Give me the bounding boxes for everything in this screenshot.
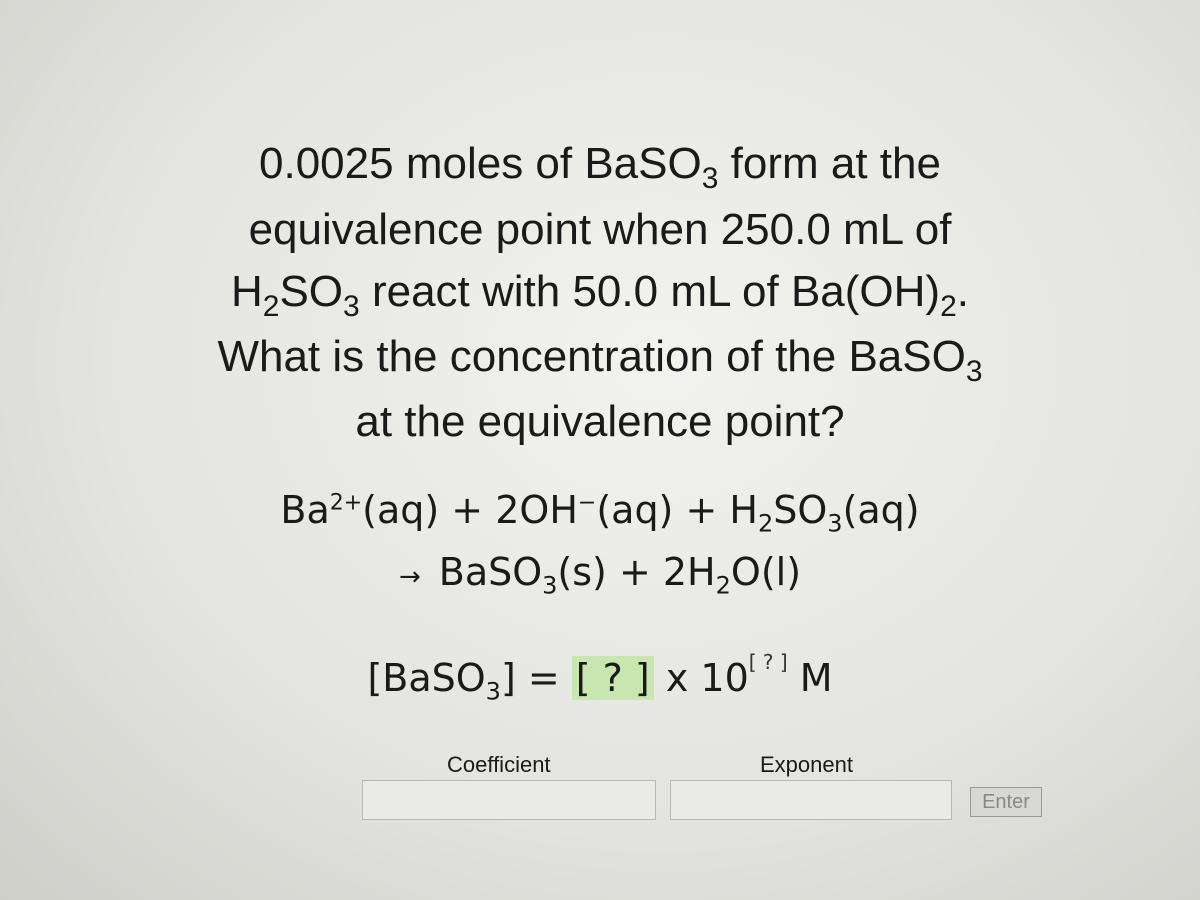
text: H xyxy=(230,267,263,316)
exponent-label: Exponent xyxy=(760,752,853,777)
question-line: equivalence point when 250.0 mL of xyxy=(0,208,1200,252)
text: (aq) + H xyxy=(596,488,758,532)
text: M xyxy=(787,656,833,700)
exponent-slot: [ ? ] xyxy=(748,650,788,674)
subscript: 3 xyxy=(542,571,558,600)
text: (aq) xyxy=(842,488,920,532)
text: . xyxy=(956,267,969,316)
text: equivalence point when 250.0 mL of xyxy=(248,205,952,254)
answer-line: [BaSO3] = [ ? ] x 10[ ? ] M xyxy=(0,650,1200,706)
text: [BaSO xyxy=(367,656,486,700)
subscript: 2 xyxy=(715,571,731,600)
question-line: H2SO3 react with 50.0 mL of Ba(OH)2. xyxy=(0,267,1200,322)
subscript: 2 xyxy=(262,290,280,323)
equation-line: Ba2+(aq) + 2OH−(aq) + H2SO3(aq) xyxy=(0,488,1200,538)
text: react with 50.0 mL of Ba(OH) xyxy=(359,267,941,316)
question-line: What is the concentration of the BaSO3 xyxy=(0,332,1200,387)
subscript: 3 xyxy=(701,162,719,195)
text: (aq) + 2OH xyxy=(362,488,578,532)
coefficient-input[interactable] xyxy=(362,780,656,820)
text: BaSO xyxy=(438,550,543,594)
subscript: 3 xyxy=(485,677,501,706)
subscript: 2 xyxy=(940,290,957,323)
text: (s) + 2H xyxy=(557,550,716,594)
subscript: 3 xyxy=(343,290,360,323)
coefficient-slot: [ ? ] xyxy=(571,656,654,700)
arrow: → xyxy=(398,562,421,592)
text: at the equivalence point? xyxy=(355,397,845,446)
subscript: 2 xyxy=(757,509,774,538)
coefficient-label: Coefficient xyxy=(447,752,551,777)
text: SO xyxy=(773,488,828,532)
text: What is the concentration of the BaSO xyxy=(217,332,966,381)
subscript: 3 xyxy=(965,355,983,388)
question-line: at the equivalence point? xyxy=(0,400,1200,444)
text: Ba xyxy=(280,488,330,532)
question-line: 0.0025 moles of BaSO3 form at the xyxy=(0,139,1200,194)
exponent-input[interactable] xyxy=(670,780,952,820)
enter-button[interactable]: Enter xyxy=(970,787,1042,817)
superscript: 2+ xyxy=(329,490,363,516)
subscript: 3 xyxy=(827,509,843,538)
text: form at the xyxy=(718,139,941,188)
text: SO xyxy=(279,267,344,316)
text: O(l) xyxy=(730,550,802,594)
text: 0.0025 moles of BaSO xyxy=(259,139,702,188)
equation-line: → BaSO3(s) + 2H2O(l) xyxy=(0,550,1200,600)
superscript: − xyxy=(577,490,597,516)
text: ] = xyxy=(500,656,572,700)
text: x 10 xyxy=(653,656,749,700)
